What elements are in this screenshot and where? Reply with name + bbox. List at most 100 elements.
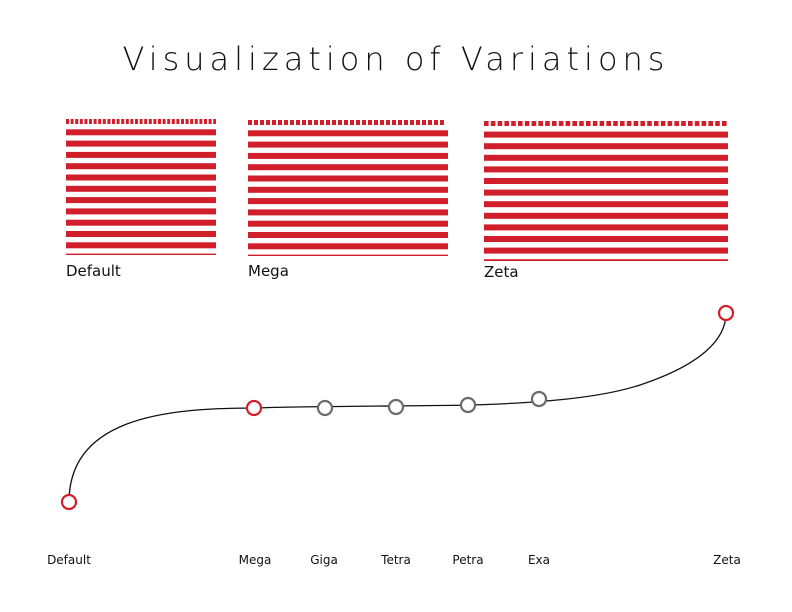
swatch-tick xyxy=(308,120,312,125)
swatch-tick xyxy=(592,121,598,126)
swatch-bar xyxy=(66,219,216,226)
swatch-tick xyxy=(75,119,79,124)
swatch-tick xyxy=(633,121,639,126)
swatch-tick xyxy=(694,121,700,126)
swatch-tick xyxy=(302,120,306,125)
swatch-bar xyxy=(484,154,728,161)
swatch-tick xyxy=(158,119,161,124)
swatch-tick xyxy=(586,121,591,126)
axis-label-mega: Mega xyxy=(238,553,272,567)
swatch-tick xyxy=(116,119,120,124)
swatch-tick xyxy=(89,119,92,124)
swatch-tick xyxy=(531,121,537,126)
swatch-tick xyxy=(139,119,143,124)
page-title: Visualization of Variations xyxy=(122,40,670,78)
swatch-tick xyxy=(130,119,134,124)
swatch-bar xyxy=(484,259,728,261)
swatch-tick xyxy=(538,121,543,126)
swatch-tick xyxy=(681,121,686,126)
swatch-tick xyxy=(688,121,693,126)
swatch-bar xyxy=(248,243,448,250)
axis-label-default: Default xyxy=(47,553,91,567)
swatch-tick xyxy=(344,120,348,125)
swatch-tick xyxy=(667,121,673,126)
swatch-tick xyxy=(410,120,414,125)
swatch-tick xyxy=(640,121,645,126)
swatch-tick xyxy=(194,119,198,124)
swatch-tick xyxy=(176,119,180,124)
swatch-tick xyxy=(572,121,577,126)
swatch-tick xyxy=(715,121,720,126)
swatch-tick xyxy=(326,120,330,125)
swatch-tick xyxy=(135,119,138,124)
swatch-tick xyxy=(272,120,276,125)
point-exa xyxy=(530,390,548,408)
swatch-tick xyxy=(350,120,354,125)
swatch-tick xyxy=(338,120,342,125)
swatch-tick xyxy=(392,120,396,125)
swatch-tick xyxy=(314,120,318,125)
swatch-tick xyxy=(708,121,713,126)
point-zeta xyxy=(717,304,735,322)
swatch-bar xyxy=(248,186,448,193)
swatch-tick xyxy=(213,119,216,124)
swatch-tick xyxy=(524,121,530,126)
swatch-tick xyxy=(153,119,157,124)
swatch-bar xyxy=(66,185,216,192)
axis-label-tetra: Tetra xyxy=(381,553,411,567)
swatch-tick xyxy=(260,120,264,125)
swatch-tick xyxy=(368,120,372,125)
swatch-bar xyxy=(66,208,216,215)
swatch-tick xyxy=(171,119,175,124)
swatch-tick xyxy=(278,120,282,125)
swatch-bar xyxy=(66,253,216,255)
swatch-bar xyxy=(66,231,216,237)
swatch-tick xyxy=(79,119,83,124)
swatch-bar xyxy=(484,143,728,150)
swatch-tick xyxy=(356,120,360,125)
swatch-tick xyxy=(398,120,402,125)
swatch-tick xyxy=(284,120,288,125)
swatch-tick xyxy=(162,119,166,124)
swatch-tick xyxy=(204,119,207,124)
swatch-tick xyxy=(320,120,324,125)
swatch-tick xyxy=(125,119,129,124)
swatch-tick xyxy=(565,121,571,126)
swatch-tick xyxy=(167,119,171,124)
swatch-tick xyxy=(121,119,125,124)
swatch-bar xyxy=(484,189,728,196)
swatch-label-zeta: Zeta xyxy=(484,263,519,281)
axis-label-petra: Petra xyxy=(452,553,484,567)
swatch-bar xyxy=(484,201,728,208)
swatch-tick xyxy=(362,120,366,125)
swatch-tick xyxy=(266,120,270,125)
swatch-tick xyxy=(386,120,390,125)
axis-label-exa: Exa xyxy=(527,553,551,567)
swatch-tick xyxy=(606,121,611,126)
swatch-tick xyxy=(552,121,557,126)
point-mega xyxy=(245,399,263,417)
swatch-tick xyxy=(148,119,152,124)
swatch-tick xyxy=(332,120,336,125)
curve-line xyxy=(68,312,727,503)
point-tetra xyxy=(387,398,405,416)
swatch-bar xyxy=(484,166,728,173)
swatch-tick xyxy=(290,120,294,125)
swatch-tick xyxy=(404,120,408,125)
swatch-bar xyxy=(248,130,448,137)
swatch-tick xyxy=(599,121,605,126)
swatch-bar xyxy=(484,224,728,231)
swatch-tick xyxy=(296,120,300,125)
swatch-tick xyxy=(70,119,74,124)
swatch-tick xyxy=(579,121,584,126)
swatch-tick xyxy=(84,119,88,124)
swatch-label-mega: Mega xyxy=(248,262,289,280)
point-giga xyxy=(316,399,334,417)
swatch-tick xyxy=(208,119,212,124)
swatch-tick xyxy=(248,120,252,125)
swatch-tick xyxy=(660,121,666,126)
swatch-tick xyxy=(511,121,516,126)
swatch-tick xyxy=(66,119,69,124)
swatch-tick xyxy=(254,120,258,125)
